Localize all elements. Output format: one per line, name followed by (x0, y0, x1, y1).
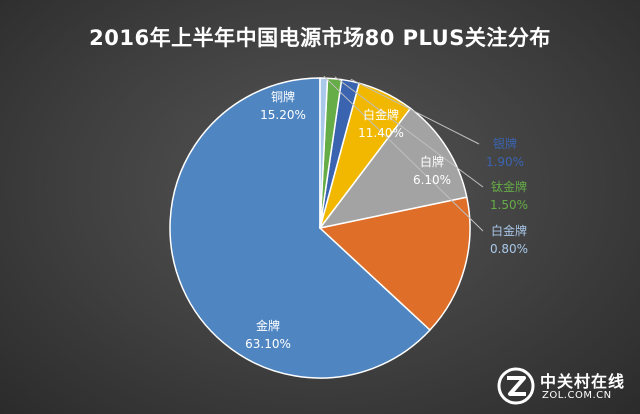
slice-label-value-3: 6.10% (413, 173, 451, 187)
zol-logo-icon (497, 367, 535, 405)
watermark-url: ZOL.COM.CN (542, 390, 612, 401)
pie-slice-0 (169, 77, 431, 379)
slice-label-value-6: 0.80% (490, 242, 528, 256)
slice-label-name-1: 铜牌 (271, 89, 295, 104)
slice-label-name-3: 白牌 (420, 154, 444, 169)
slice-label-value-1: 15.20% (260, 108, 306, 122)
slice-label-name-0: 金牌 (256, 318, 280, 333)
slice-label-name-5: 钛金牌 (491, 179, 527, 194)
leader-line-6 (323, 75, 484, 232)
chart-title: 2016年上半年中国电源市场80 PLUS关注分布 (89, 26, 551, 50)
pie-slice-6 (319, 77, 329, 229)
slice-label-value-5: 1.50% (490, 198, 528, 212)
slice-label-value-2: 11.40% (358, 126, 404, 140)
watermark-name: 中关村在线 (540, 372, 626, 391)
slice-label-value-4: 1.90% (486, 155, 524, 169)
slice-label-name-2: 白金牌 (363, 107, 399, 122)
pie-slice-1 (319, 196, 471, 331)
leader-line-4 (350, 78, 480, 145)
slice-label-value-0: 63.10% (245, 337, 291, 351)
slice-label-name-6: 白金牌 (491, 223, 527, 238)
leader-line-5 (334, 76, 484, 188)
watermark: 中关村在线 ZOL.COM.CN (496, 366, 626, 408)
slice-label-name-4: 银牌 (493, 137, 517, 151)
